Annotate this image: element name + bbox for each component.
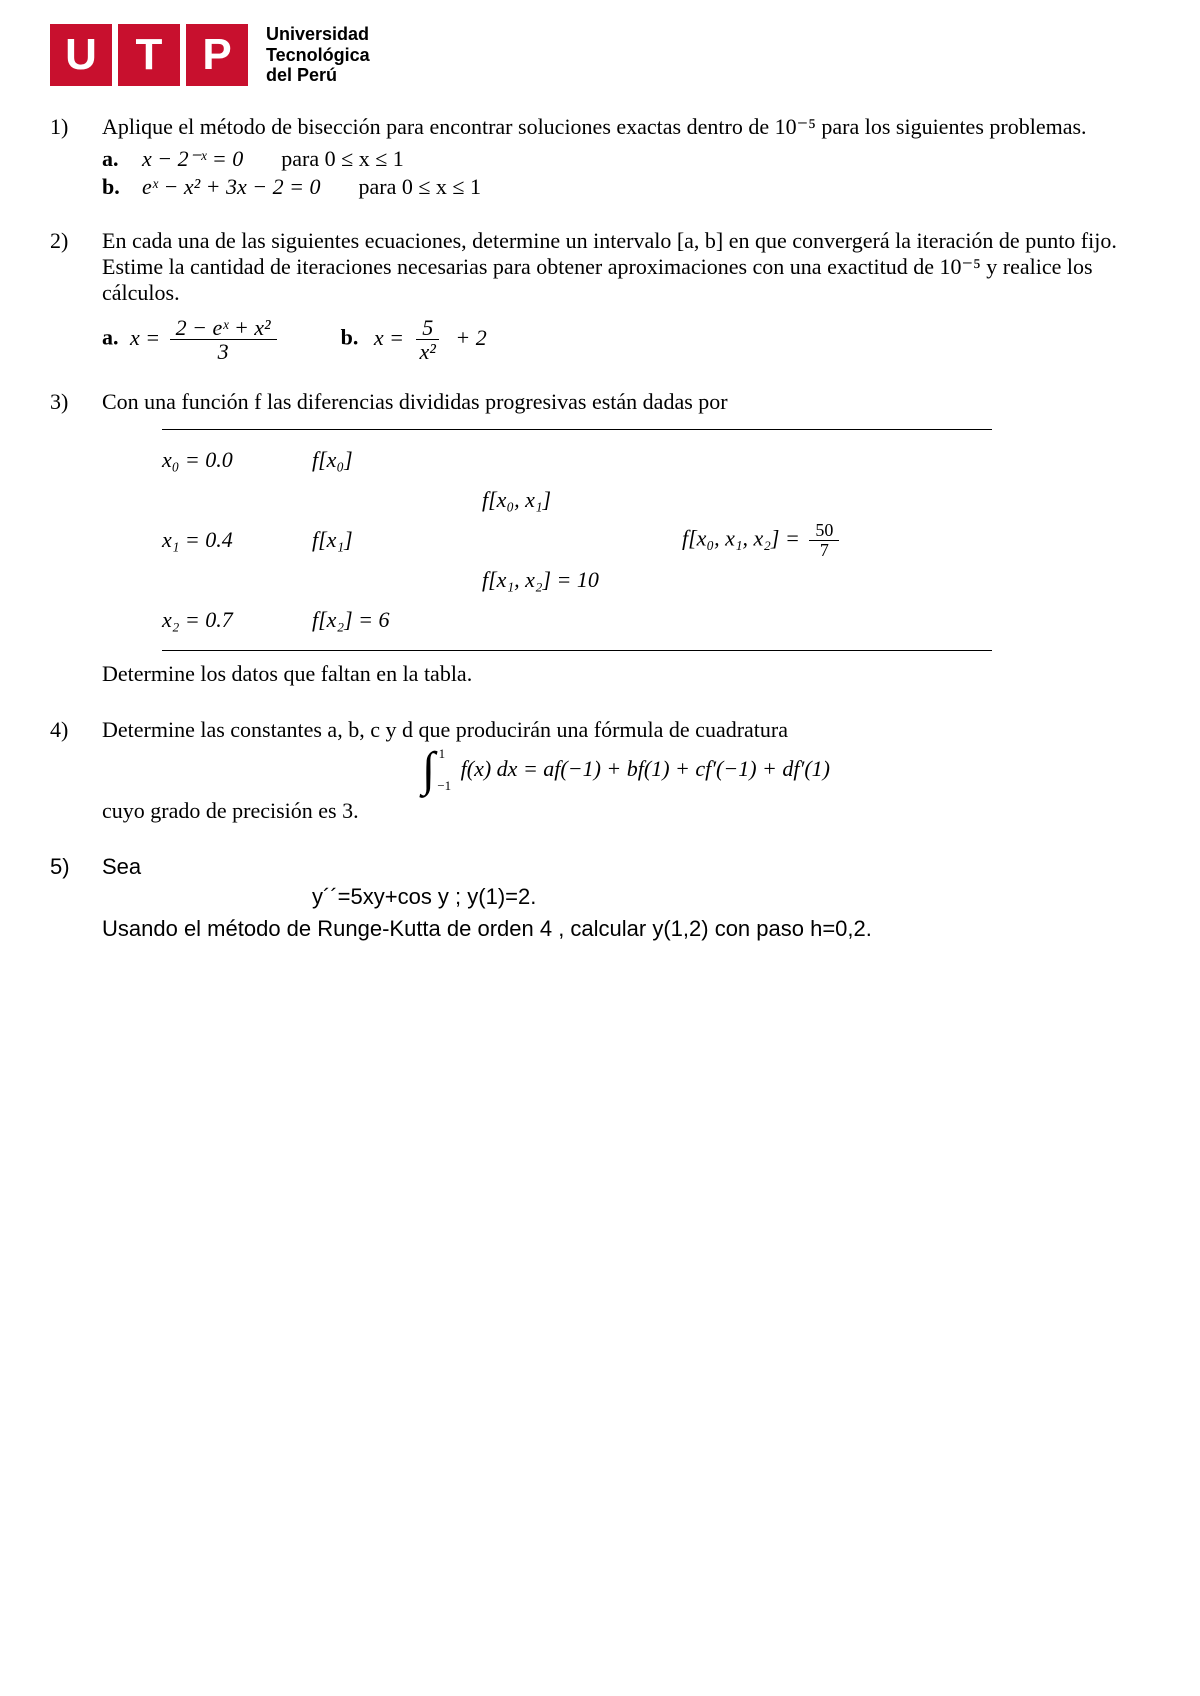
- problem-4-equation: ∫ 1 −1 f(x) dx = af(−1) + bf(1) + cf′(−1…: [102, 751, 1150, 789]
- logo-letter-t: T: [118, 24, 180, 86]
- problem-5: 5) Sea y´´=5xy+cos y ; y(1)=2. Usando el…: [50, 854, 1150, 942]
- problem-2a-label: a.: [102, 325, 119, 350]
- dd-x1: x₁ = 0.4: [162, 527, 312, 553]
- problem-2a-fraction: 2 − eˣ + x² 3: [170, 316, 277, 363]
- dd-row-12: f[x₁, x₂] = 10: [162, 560, 992, 600]
- problem-4-text: Determine las constantes a, b, c y d que…: [102, 717, 1150, 743]
- problem-1-body: Aplique el método de bisección para enco…: [102, 114, 1150, 202]
- dd-row-2: x₂ = 0.7 f[x₂] = 6: [162, 600, 992, 640]
- problem-4-outro: cuyo grado de precisión es 3.: [102, 798, 1150, 824]
- university-name: Universidad Tecnológica del Perú: [266, 24, 370, 86]
- problem-2-number: 2): [50, 228, 102, 363]
- problem-2a-lhs: x =: [130, 325, 160, 350]
- dd-fx0x1x2-num: 50: [809, 521, 839, 541]
- problem-2b-tail: + 2: [455, 325, 486, 350]
- uni-line-3: del Perú: [266, 65, 370, 86]
- uni-line-2: Tecnológica: [266, 45, 370, 66]
- problem-2a-numerator: 2 − eˣ + x²: [170, 316, 277, 340]
- page: U T P Universidad Tecnológica del Perú 1…: [0, 0, 1200, 1028]
- problem-1a-label: a.: [102, 146, 128, 172]
- problem-5-body: Sea y´´=5xy+cos y ; y(1)=2. Usando el mé…: [102, 854, 1150, 942]
- dd-fx2: f[x₂] = 6: [312, 607, 482, 633]
- utp-logo: U T P: [50, 24, 248, 86]
- problem-4-body: Determine las constantes a, b, c y d que…: [102, 717, 1150, 827]
- problem-5-sea: Sea: [102, 854, 1150, 880]
- problem-2a-denominator: 3: [212, 340, 235, 363]
- integral-symbol: ∫ 1 −1: [422, 751, 437, 789]
- problems-list: 1) Aplique el método de bisección para e…: [50, 114, 1150, 942]
- problem-3: 3) Con una función f las diferencias div…: [50, 389, 1150, 691]
- problem-2a: a. x = 2 − eˣ + x² 3: [102, 316, 281, 363]
- problem-1-subitems: a. x − 2⁻ˣ = 0 para 0 ≤ x ≤ 1 b. eˣ − x²…: [102, 146, 1150, 200]
- divided-diff-table: x₀ = 0.0 f[x₀] f[x₀, x₁] x₁ = 0.4 f[x₁]: [162, 429, 992, 651]
- dd-fx1: f[x₁]: [312, 527, 482, 553]
- problem-5-equation: y´´=5xy+cos y ; y(1)=2.: [312, 884, 1150, 910]
- problem-3-number: 3): [50, 389, 102, 691]
- dd-fx0: f[x₀]: [312, 447, 482, 473]
- problem-2b: b. x = 5 x² + 2: [341, 316, 487, 363]
- problem-1a-eq: x − 2⁻ˣ = 0: [142, 146, 243, 172]
- problem-2b-numerator: 5: [416, 316, 439, 340]
- problem-1b-label: b.: [102, 174, 128, 200]
- problem-1b: b. eˣ − x² + 3x − 2 = 0 para 0 ≤ x ≤ 1: [102, 174, 1150, 200]
- problem-4-integrand: f(x) dx = af(−1) + bf(1) + cf′(−1) + df′…: [461, 756, 830, 781]
- problem-4: 4) Determine las constantes a, b, c y d …: [50, 717, 1150, 827]
- problem-1b-eq: eˣ − x² + 3x − 2 = 0: [142, 174, 320, 200]
- dd-row-01: f[x₀, x₁]: [162, 480, 992, 520]
- dd-fx0x1: f[x₀, x₁]: [482, 487, 682, 513]
- dd-x0: x₀ = 0.0: [162, 447, 312, 473]
- integral-lower: −1: [437, 781, 451, 791]
- integral-sign: ∫ 1 −1: [422, 751, 435, 789]
- problem-2b-fraction: 5 x²: [414, 316, 442, 363]
- integral-upper: 1: [439, 749, 446, 759]
- problem-1b-range: para 0 ≤ x ≤ 1: [358, 174, 481, 200]
- problem-1-number: 1): [50, 114, 102, 202]
- problem-1: 1) Aplique el método de bisección para e…: [50, 114, 1150, 202]
- problem-2: 2) En cada una de las siguientes ecuacio…: [50, 228, 1150, 363]
- problem-3-intro: Con una función f las diferencias dividi…: [102, 389, 1150, 415]
- problem-2b-lhs: x =: [374, 325, 404, 350]
- problem-5-text: Usando el método de Runge-Kutta de orden…: [102, 916, 1150, 942]
- problem-4-number: 4): [50, 717, 102, 827]
- problem-2-body: En cada una de las siguientes ecuaciones…: [102, 228, 1150, 363]
- problem-3-outro: Determine los datos que faltan en la tab…: [102, 661, 1150, 687]
- dd-fx0x1x2-frac: 50 7: [809, 521, 839, 560]
- problem-2b-label: b.: [341, 325, 359, 350]
- problem-2-text: En cada una de las siguientes ecuaciones…: [102, 228, 1150, 306]
- problem-1a-range: para 0 ≤ x ≤ 1: [281, 146, 404, 172]
- problem-1-text: Aplique el método de bisección para enco…: [102, 114, 1150, 140]
- problem-3-body: Con una función f las diferencias dividi…: [102, 389, 1150, 691]
- dd-fx1x2: f[x₁, x₂] = 10: [482, 567, 682, 593]
- logo-letter-u: U: [50, 24, 112, 86]
- logo-letter-p: P: [186, 24, 248, 86]
- dd-fx0x1x2: f[x₀, x₁, x₂] = 50 7: [682, 521, 992, 560]
- problem-1a: a. x − 2⁻ˣ = 0 para 0 ≤ x ≤ 1: [102, 146, 1150, 172]
- dd-fx0x1x2-den: 7: [814, 541, 835, 560]
- problem-5-number: 5): [50, 854, 102, 942]
- header: U T P Universidad Tecnológica del Perú: [50, 24, 1150, 86]
- problem-2b-denominator: x²: [414, 340, 442, 363]
- uni-line-1: Universidad: [266, 24, 370, 45]
- dd-row-1: x₁ = 0.4 f[x₁] f[x₀, x₁, x₂] = 50 7: [162, 520, 992, 560]
- problem-2-options: a. x = 2 − eˣ + x² 3 b. x = 5 x²: [102, 316, 1150, 363]
- dd-row-0: x₀ = 0.0 f[x₀]: [162, 440, 992, 480]
- dd-x2: x₂ = 0.7: [162, 607, 312, 633]
- dd-fx0x1x2-lhs: f[x₀, x₁, x₂] =: [682, 525, 805, 550]
